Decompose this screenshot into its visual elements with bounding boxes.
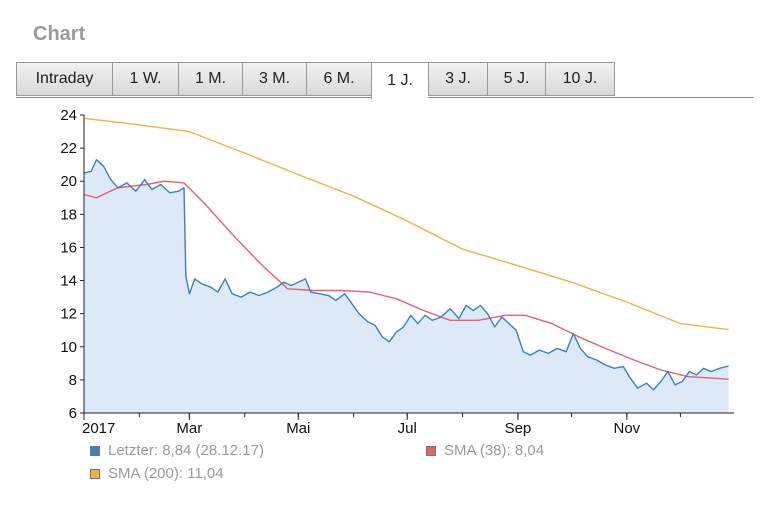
tab-1-month[interactable]: 1 M. bbox=[178, 62, 242, 96]
legend-swatch-sma38 bbox=[426, 445, 436, 456]
tab-3-months[interactable]: 3 M. bbox=[242, 62, 306, 96]
x-tick-label: Nov bbox=[614, 420, 641, 437]
legend-item-sma200: SMA (200): 11,04 bbox=[90, 465, 224, 482]
x-tick-label: 2017 bbox=[82, 420, 115, 437]
y-tick-label: 6 bbox=[69, 405, 77, 422]
series-area-letzter bbox=[84, 159, 729, 413]
legend-label-letzter: Letzter: 8,84 (28.12.17) bbox=[108, 442, 264, 459]
legend-item-sma38: SMA (38): 8,04 bbox=[426, 442, 544, 459]
y-tick-label: 14 bbox=[60, 273, 77, 290]
x-tick-label: Mar bbox=[176, 420, 202, 437]
series-line-sma200 bbox=[83, 117, 729, 331]
tab-intraday[interactable]: Intraday bbox=[16, 62, 112, 96]
y-tick-label: 8 bbox=[69, 372, 77, 389]
legend-swatch-sma200 bbox=[90, 468, 100, 479]
legend-swatch-letzter bbox=[90, 445, 100, 456]
x-tick-label: Mai bbox=[286, 420, 310, 437]
section-title: Chart bbox=[33, 23, 86, 45]
y-tick-label: 20 bbox=[60, 173, 77, 190]
series-line-sma38 bbox=[83, 180, 729, 380]
legend-label-sma200: SMA (200): 11,04 bbox=[108, 465, 224, 482]
tab-3-years[interactable]: 3 J. bbox=[428, 62, 487, 96]
tab-6-months[interactable]: 6 M. bbox=[306, 62, 371, 96]
x-tick-label: Jul bbox=[398, 420, 417, 437]
legend-label-sma38: SMA (38): 8,04 bbox=[444, 442, 545, 459]
y-tick-label: 16 bbox=[60, 239, 77, 256]
legend-item-letzter: Letzter: 8,84 (28.12.17) bbox=[90, 442, 264, 459]
period-tabs: Intraday 1 W. 1 M. 3 M. 6 M. 1 J. 3 J. 5… bbox=[16, 62, 615, 99]
x-tick-label: Sep bbox=[505, 420, 532, 437]
y-tick-label: 24 bbox=[60, 107, 77, 124]
y-tick-label: 18 bbox=[60, 206, 77, 223]
y-tick-label: 10 bbox=[60, 339, 77, 356]
tab-5-years[interactable]: 5 J. bbox=[487, 62, 545, 96]
series-line-letzter bbox=[83, 158, 729, 391]
tab-10-years[interactable]: 10 J. bbox=[545, 62, 615, 96]
y-tick-label: 12 bbox=[60, 306, 77, 323]
tab-1-year[interactable]: 1 J. bbox=[371, 62, 428, 99]
y-tick-label: 22 bbox=[60, 140, 77, 157]
tab-1-week[interactable]: 1 W. bbox=[112, 62, 178, 96]
